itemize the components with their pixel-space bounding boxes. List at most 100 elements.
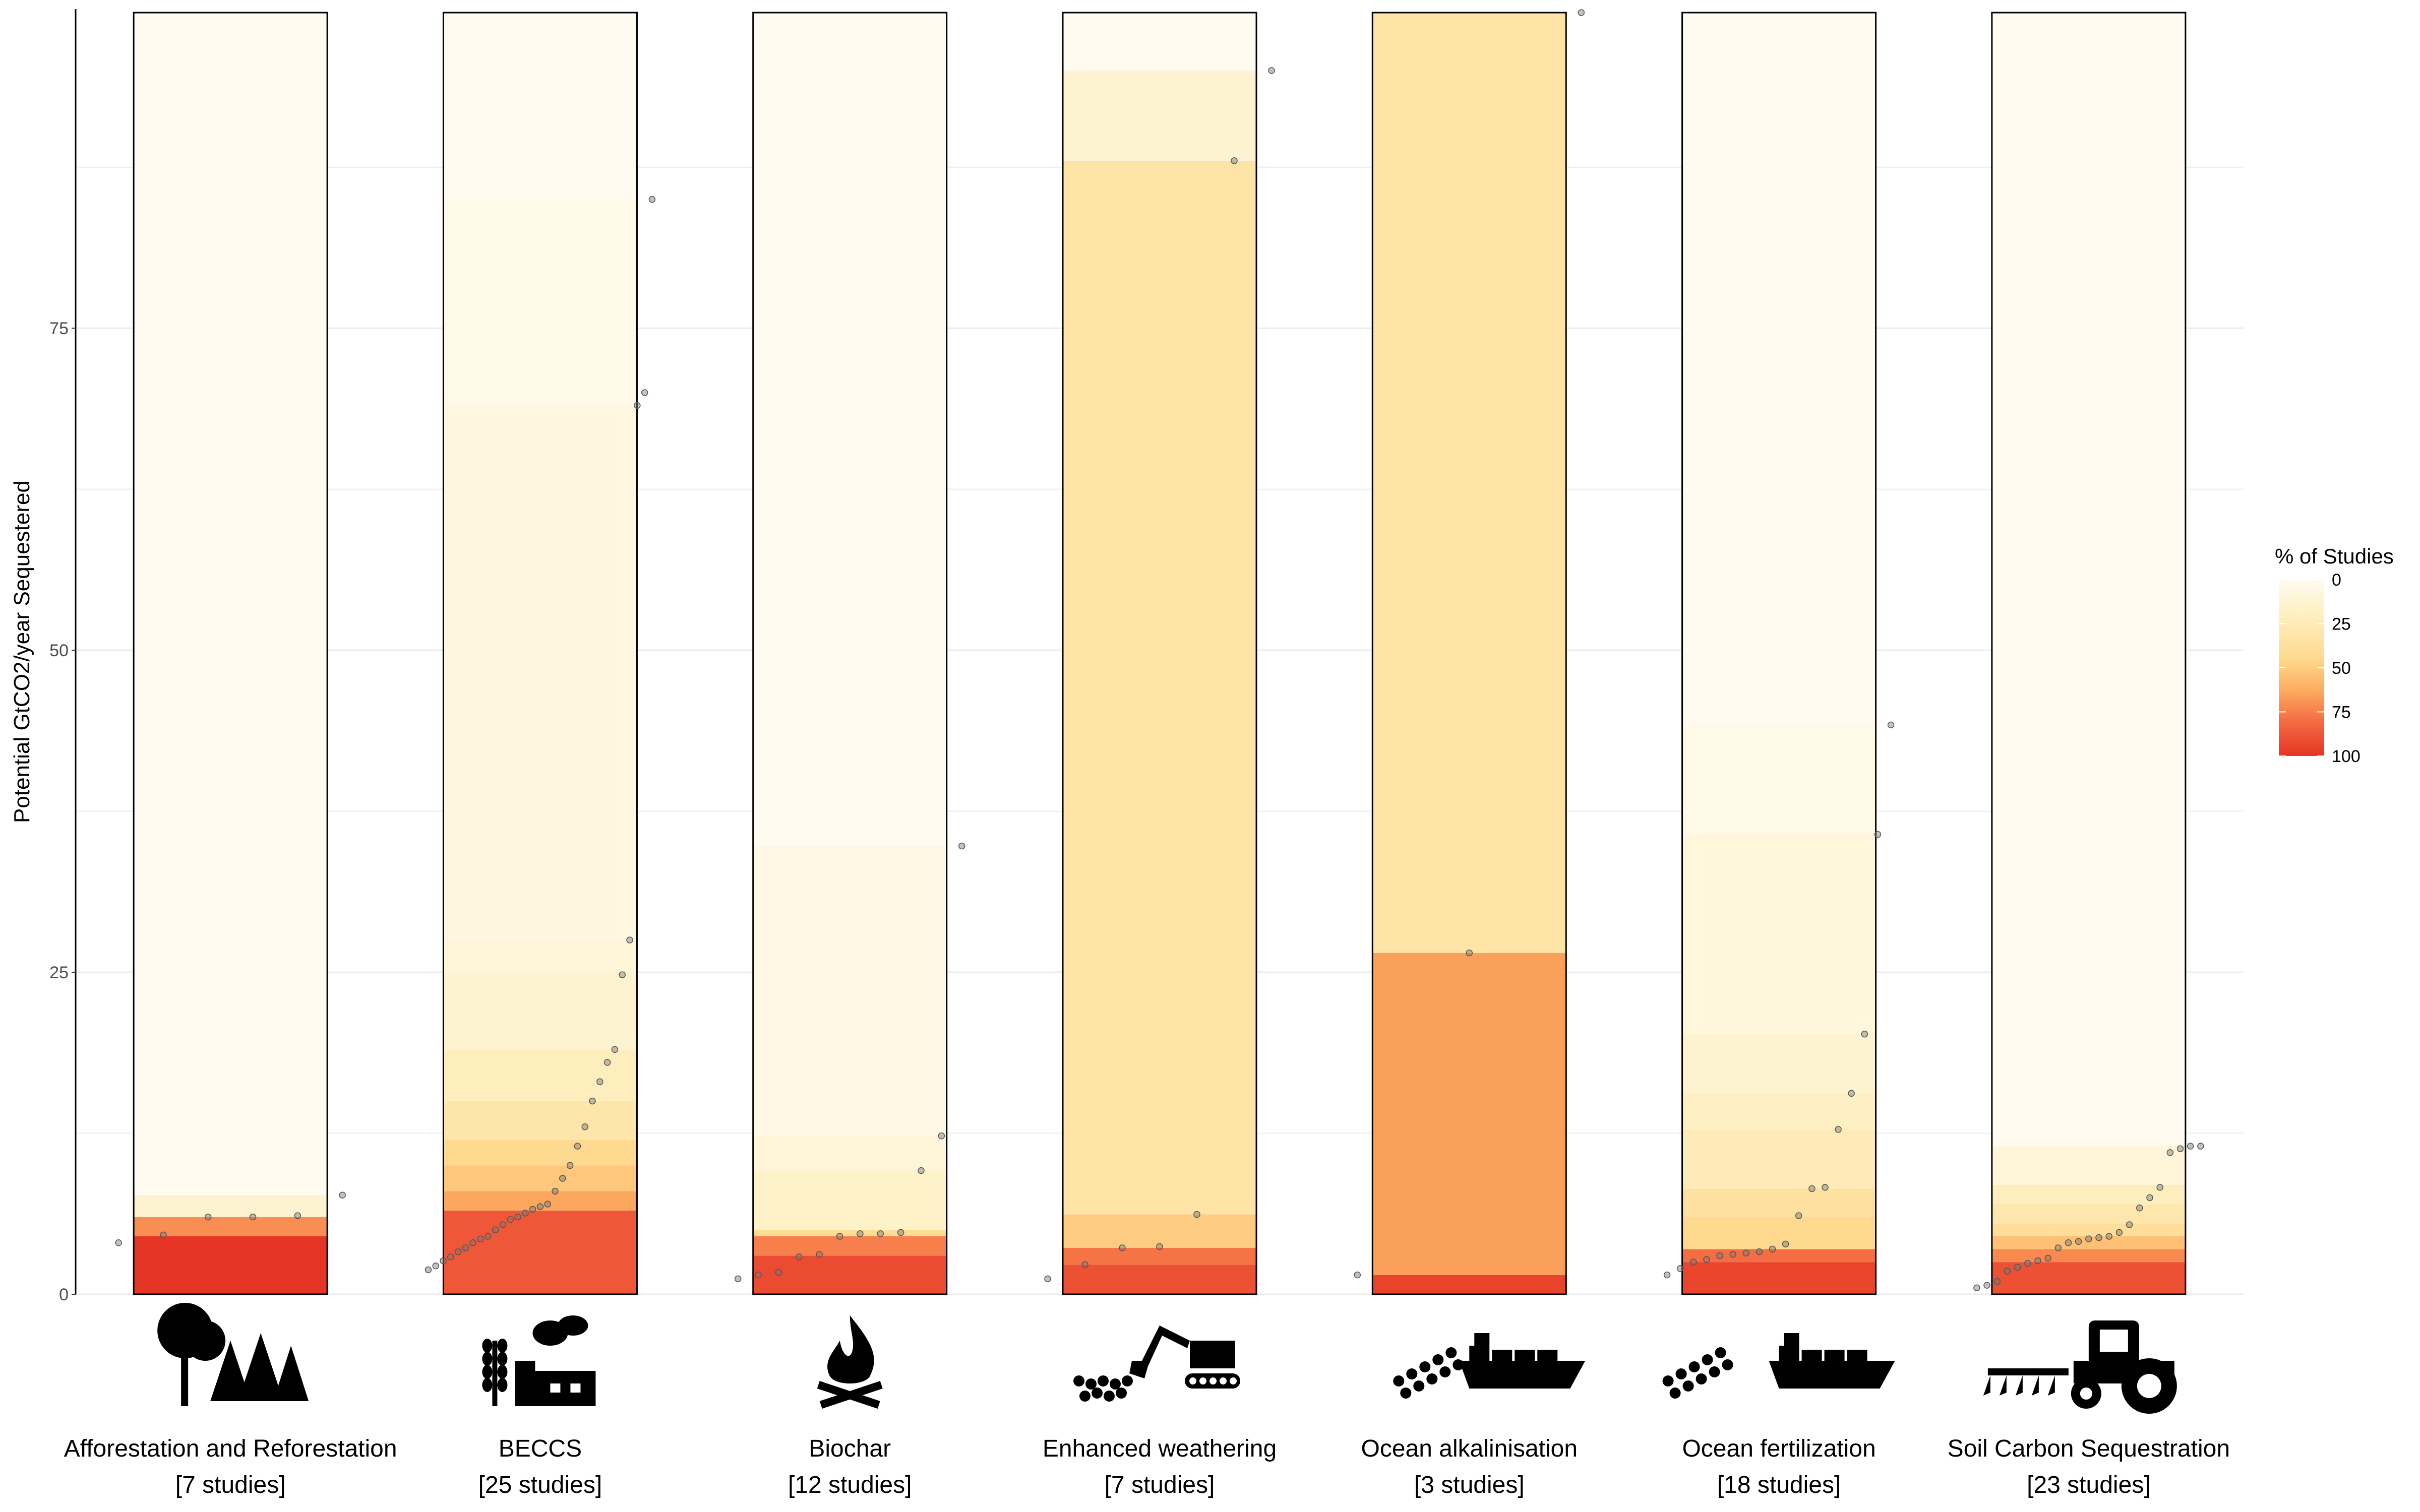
heat-band <box>443 405 637 940</box>
category-icons <box>157 1303 2177 1414</box>
y-axis: Potential GtCO2/year Sequestered 0 25 50 75 <box>10 9 77 1304</box>
study-point <box>536 1203 544 1210</box>
legend-colorbar <box>2279 580 2324 756</box>
heat-band <box>443 1101 637 1140</box>
category-name: Soil Carbon Sequestration <box>1948 1435 2230 1462</box>
study-point <box>1782 1240 1789 1248</box>
study-point <box>2085 1235 2092 1242</box>
study-point <box>440 1257 447 1265</box>
study-point <box>603 1059 611 1066</box>
heat-band <box>1991 1184 2186 1205</box>
study-point <box>1156 1243 1163 1250</box>
category-labels: Afforestation and Reforestation [7 studie… <box>64 1435 2230 1498</box>
y-tick-label: 0 <box>59 1285 69 1304</box>
study-point <box>499 1221 507 1228</box>
category-study-count: [23 studies] <box>2027 1472 2150 1498</box>
heat-band <box>1063 1265 1256 1294</box>
study-point <box>2146 1194 2153 1202</box>
study-point <box>611 1046 619 1053</box>
y-tick-label: 25 <box>49 963 69 982</box>
heat-band <box>753 846 947 1136</box>
excavator-icon <box>1073 1326 1240 1402</box>
study-point <box>2014 1264 2021 1271</box>
legend-tick-label: 50 <box>2332 659 2351 678</box>
study-point <box>2136 1205 2143 1212</box>
column-frame <box>442 12 638 1295</box>
column-frame <box>1681 12 1877 1295</box>
study-point <box>918 1167 925 1174</box>
category-column <box>1371 12 1567 1295</box>
category-name: Enhanced weathering <box>1043 1435 1277 1462</box>
category-study-count: [7 studies] <box>1105 1472 1215 1498</box>
heat-band <box>753 1230 947 1236</box>
study-point <box>1874 831 1882 838</box>
heat-band <box>1372 13 1566 953</box>
heat-band <box>753 1170 947 1230</box>
legend-tick-label: 25 <box>2332 615 2351 634</box>
heat-band <box>1682 1093 1876 1129</box>
study-point <box>2197 1143 2204 1150</box>
study-point <box>836 1233 843 1240</box>
category-study-count: [7 studies] <box>175 1472 286 1498</box>
study-point <box>816 1251 823 1258</box>
legend-title: % of Studies <box>2275 544 2394 568</box>
study-point <box>522 1210 529 1217</box>
heat-band <box>1682 1217 1876 1249</box>
study-point <box>1769 1245 1776 1253</box>
study-point <box>1578 9 1585 16</box>
study-point <box>507 1216 514 1223</box>
study-point <box>2187 1143 2194 1150</box>
study-point <box>1716 1252 1723 1259</box>
study-point <box>469 1239 476 1246</box>
study-points <box>115 9 2204 1291</box>
category-columns <box>133 12 2187 1295</box>
study-point <box>1354 1271 1361 1279</box>
legend-tick-label: 75 <box>2332 703 2351 722</box>
study-point <box>1887 721 1895 729</box>
heat-band <box>1991 1262 2186 1294</box>
legend-tick-label: 0 <box>2332 571 2341 590</box>
category-study-count: [3 studies] <box>1414 1472 1525 1498</box>
study-point <box>2126 1221 2133 1228</box>
study-point <box>294 1212 301 1219</box>
category-name: BECCS <box>499 1435 582 1462</box>
heat-band <box>1682 13 1876 725</box>
study-point <box>115 1239 122 1246</box>
heat-band <box>443 1049 637 1101</box>
study-point <box>877 1230 884 1237</box>
heat-band <box>1372 953 1566 1275</box>
heat-band <box>1991 1223 2186 1236</box>
study-point <box>1808 1185 1816 1192</box>
heat-band <box>1682 725 1876 835</box>
study-point <box>2075 1238 2082 1245</box>
ship-icon <box>1662 1333 1895 1399</box>
heat-band <box>1991 1236 2186 1249</box>
heat-band <box>1991 13 2186 1147</box>
category-study-count: [18 studies] <box>1717 1472 1841 1498</box>
study-point <box>2115 1229 2123 1236</box>
study-point <box>559 1175 566 1182</box>
study-point <box>1676 1265 1684 1272</box>
heat-band <box>443 1191 637 1211</box>
study-point <box>1703 1256 1710 1263</box>
study-point <box>2156 1184 2163 1191</box>
heat-band <box>1063 71 1256 161</box>
study-point <box>897 1229 904 1236</box>
category-study-count: [12 studies] <box>788 1472 912 1498</box>
study-point <box>648 196 656 203</box>
heat-band <box>753 13 947 846</box>
category-column <box>442 12 638 1295</box>
y-tick-label: 50 <box>49 641 69 660</box>
study-point <box>857 1230 864 1237</box>
forest-icon <box>157 1303 309 1406</box>
heat-band <box>1063 13 1256 71</box>
study-point <box>1822 1184 1829 1191</box>
study-point <box>2065 1239 2072 1246</box>
study-point <box>1081 1261 1088 1268</box>
heat-band <box>753 1236 947 1256</box>
study-point <box>755 1271 762 1279</box>
study-point <box>1835 1126 1842 1133</box>
study-point <box>734 1275 742 1283</box>
